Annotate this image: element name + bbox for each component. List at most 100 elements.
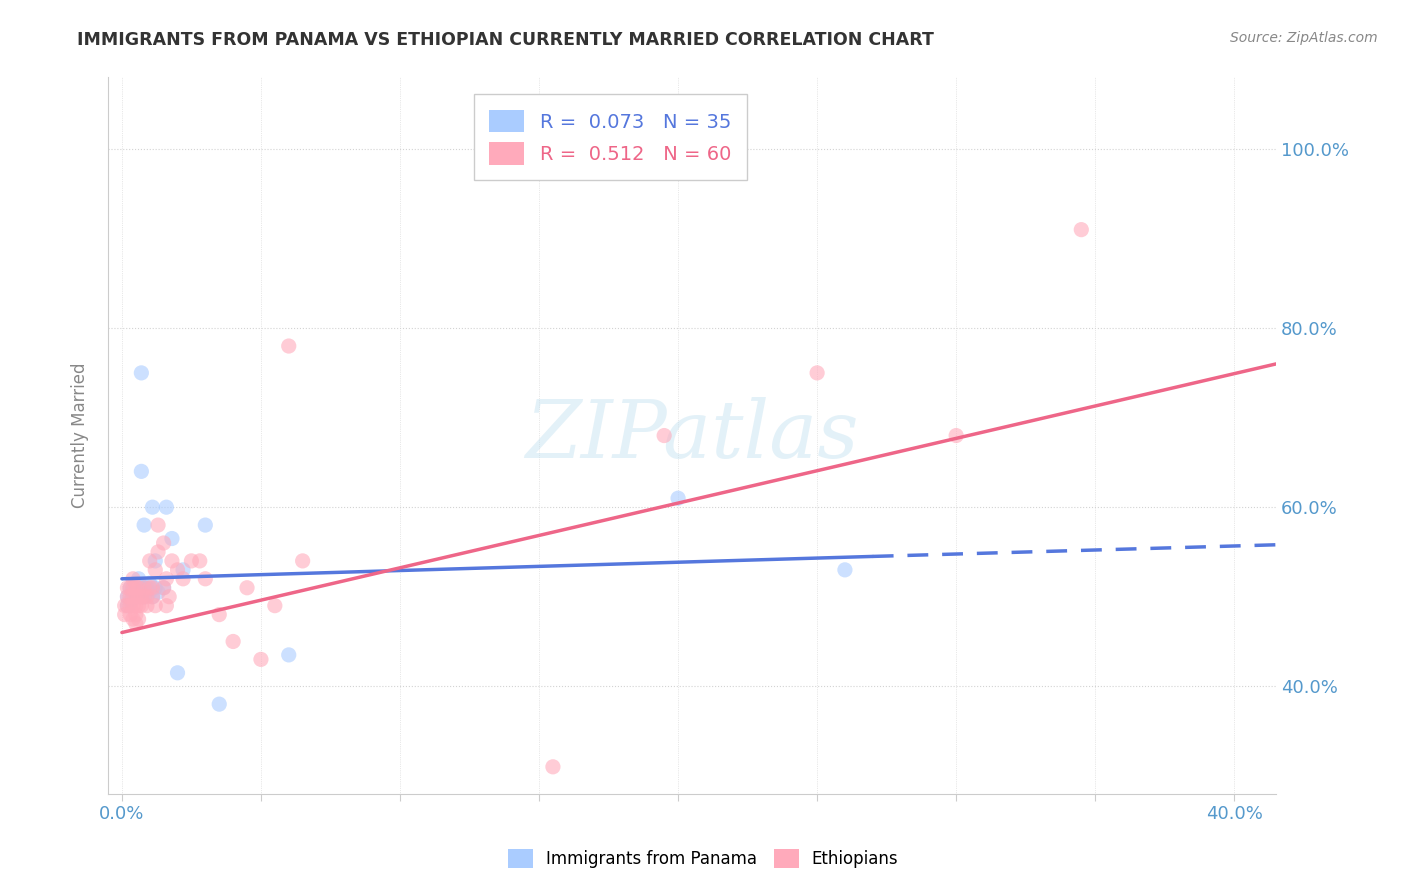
Point — [291, 554, 314, 568]
Point — [188, 554, 211, 568]
Y-axis label: Currently Married: Currently Married — [72, 363, 89, 508]
Point — [146, 585, 169, 599]
Point — [114, 607, 136, 622]
Point — [135, 599, 157, 613]
Point — [172, 563, 194, 577]
Point — [131, 581, 153, 595]
Point — [117, 590, 139, 604]
Point — [128, 599, 150, 613]
Point — [263, 599, 285, 613]
Point — [141, 590, 163, 604]
Point — [160, 554, 183, 568]
Point — [166, 665, 188, 680]
Point — [122, 581, 145, 595]
Point — [172, 572, 194, 586]
Point — [128, 590, 150, 604]
Text: Source: ZipAtlas.com: Source: ZipAtlas.com — [1230, 31, 1378, 45]
Point — [122, 590, 145, 604]
Point — [128, 585, 150, 599]
Point — [122, 581, 145, 595]
Text: ZIPatlas: ZIPatlas — [526, 397, 859, 475]
Point — [146, 545, 169, 559]
Point — [125, 581, 148, 595]
Point — [125, 599, 148, 613]
Point — [134, 590, 156, 604]
Point — [157, 590, 180, 604]
Point — [180, 554, 202, 568]
Point — [117, 590, 139, 604]
Point — [117, 581, 139, 595]
Point — [277, 339, 299, 353]
Point — [138, 554, 160, 568]
Point — [143, 581, 166, 595]
Point — [120, 581, 142, 595]
Point — [152, 581, 174, 595]
Point — [135, 585, 157, 599]
Point — [135, 581, 157, 595]
Point — [155, 500, 177, 515]
Point — [125, 616, 148, 631]
Point — [122, 599, 145, 613]
Legend: R =  0.073   N = 35, R =  0.512   N = 60: R = 0.073 N = 35, R = 0.512 N = 60 — [474, 95, 747, 180]
Legend: Immigrants from Panama, Ethiopians: Immigrants from Panama, Ethiopians — [501, 842, 905, 875]
Point — [131, 590, 153, 604]
Point — [945, 428, 967, 442]
Point — [160, 532, 183, 546]
Point — [141, 581, 163, 595]
Point — [194, 572, 217, 586]
Point — [138, 585, 160, 599]
Point — [131, 464, 153, 478]
Point — [125, 590, 148, 604]
Point — [166, 563, 188, 577]
Point — [541, 760, 564, 774]
Point — [122, 585, 145, 599]
Point — [120, 590, 142, 604]
Point — [114, 599, 136, 613]
Point — [131, 366, 153, 380]
Point — [152, 536, 174, 550]
Point — [125, 576, 148, 591]
Point — [806, 366, 828, 380]
Point — [134, 581, 156, 595]
Point — [138, 581, 160, 595]
Point — [117, 599, 139, 613]
Point — [236, 581, 259, 595]
Point — [1070, 222, 1092, 236]
Point — [143, 563, 166, 577]
Point — [128, 572, 150, 586]
Point — [138, 576, 160, 591]
Point — [141, 500, 163, 515]
Point — [194, 518, 217, 533]
Point — [652, 428, 675, 442]
Point — [277, 648, 299, 662]
Point — [152, 581, 174, 595]
Point — [208, 607, 231, 622]
Point — [208, 697, 231, 711]
Point — [666, 491, 689, 506]
Text: IMMIGRANTS FROM PANAMA VS ETHIOPIAN CURRENTLY MARRIED CORRELATION CHART: IMMIGRANTS FROM PANAMA VS ETHIOPIAN CURR… — [77, 31, 934, 49]
Point — [122, 612, 145, 626]
Point — [128, 612, 150, 626]
Point — [134, 581, 156, 595]
Point — [134, 518, 156, 533]
Point — [222, 634, 245, 648]
Point — [155, 572, 177, 586]
Point — [131, 599, 153, 613]
Point — [120, 607, 142, 622]
Point — [146, 518, 169, 533]
Point — [135, 590, 157, 604]
Point — [120, 581, 142, 595]
Point — [122, 572, 145, 586]
Point — [834, 563, 856, 577]
Point — [134, 590, 156, 604]
Point — [250, 652, 273, 666]
Point — [120, 599, 142, 613]
Point — [155, 599, 177, 613]
Point — [120, 594, 142, 608]
Point — [141, 590, 163, 604]
Point — [128, 581, 150, 595]
Point — [143, 554, 166, 568]
Point — [125, 590, 148, 604]
Point — [125, 607, 148, 622]
Point — [117, 599, 139, 613]
